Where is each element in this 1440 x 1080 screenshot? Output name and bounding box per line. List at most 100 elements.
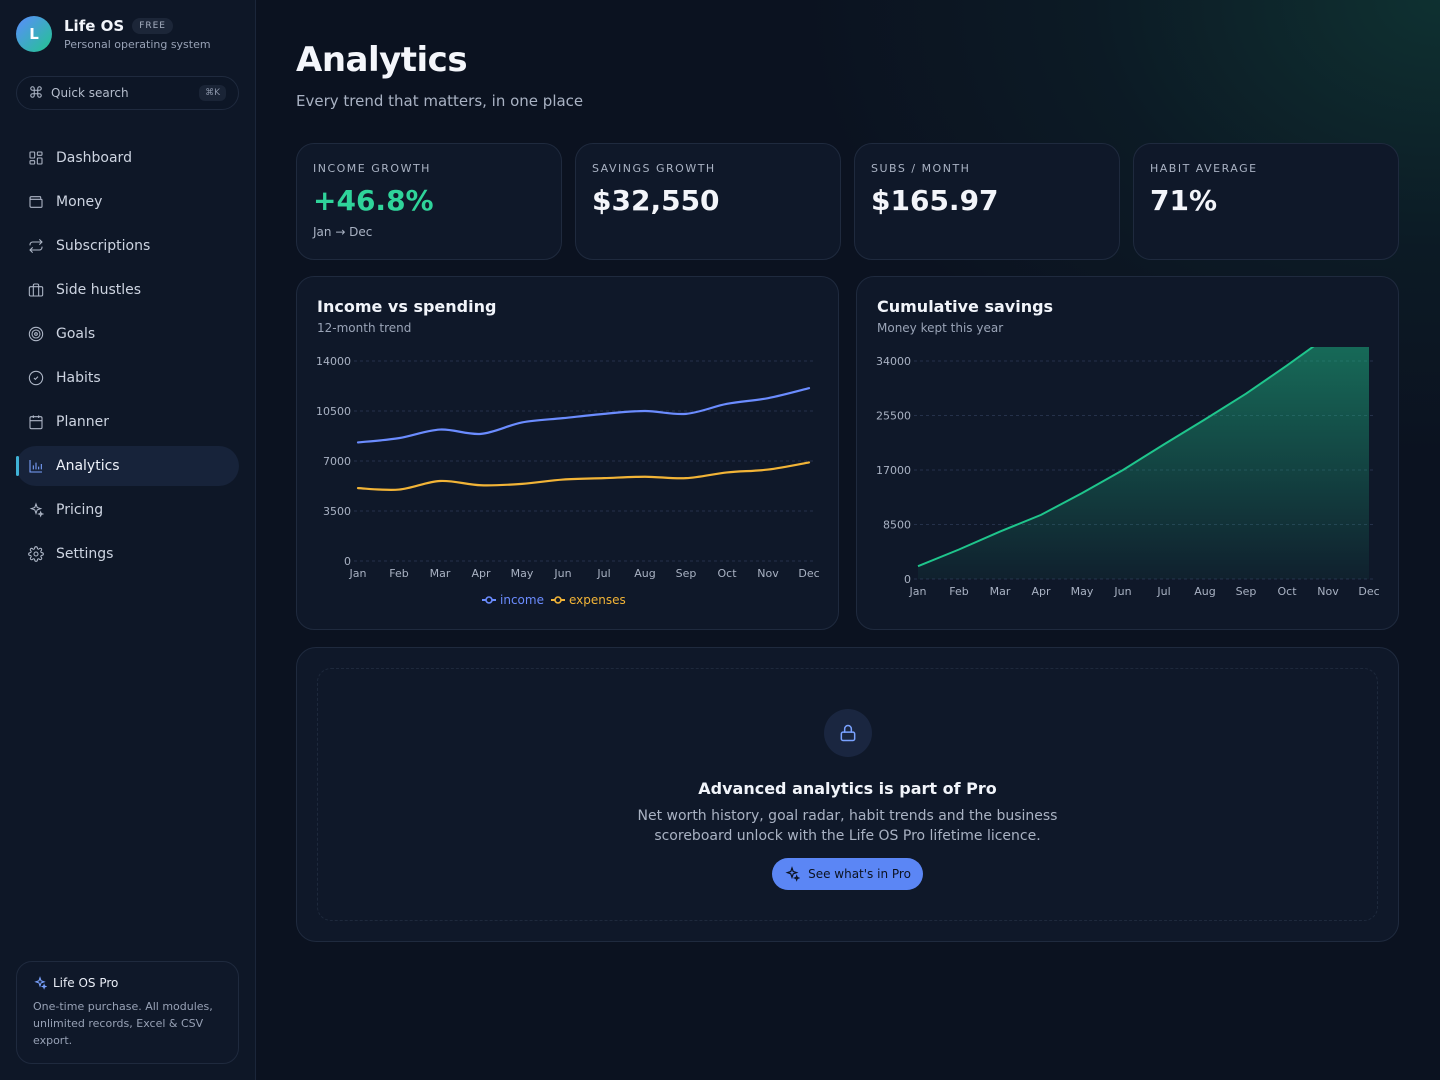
gear-icon <box>28 546 44 562</box>
x-tick-label: Jun <box>553 567 571 580</box>
sidebar-item-label: Subscriptions <box>56 238 151 254</box>
series-line-expenses <box>356 461 811 491</box>
sparkles-icon <box>34 976 47 990</box>
pro-locked-section: Advanced analytics is part of Pro Net wo… <box>296 647 1399 942</box>
x-tick-label: Oct <box>1277 585 1297 598</box>
x-tick-label: Feb <box>389 567 408 580</box>
sparkles-icon <box>29 502 44 518</box>
dashboard-icon <box>29 151 43 165</box>
brand-name: Life OS <box>64 17 125 35</box>
chart-legend: income expenses <box>482 593 626 607</box>
sidebar-item-habits[interactable]: Habits <box>16 358 239 398</box>
target-icon <box>28 326 44 342</box>
income-vs-spending-chart: 0 3500 7000 10500 14000 Jan Feb Mar Apr May Jun Jul… <box>316 355 820 607</box>
brand-row: Life OS FREE <box>64 17 211 35</box>
stat-label: SUBS / MONTH <box>871 162 971 175</box>
y-tick-label: 25500 <box>876 410 911 423</box>
income-vs-spending-card: Income vs spending 12-month trend 0 3500 7… <box>296 276 839 630</box>
cumulative-savings-chart: 0 8500 17000 25500 34000 Jan Feb Mar Apr May Jun Ju… <box>876 347 1380 598</box>
see-whats-in-pro-button[interactable]: See what's in Pro <box>772 858 923 890</box>
quick-search[interactable]: Quick search ⌘K <box>16 76 239 110</box>
sidebar-item-planner[interactable]: Planner <box>16 402 239 442</box>
y-tick-label: 8500 <box>883 519 911 532</box>
series-line <box>917 347 1315 568</box>
brand: L Life OS FREE Personal operating system <box>16 16 239 52</box>
legend-swatch-dot <box>554 596 562 604</box>
pro-upsell-card[interactable]: Life OS Pro One-time purchase. All modul… <box>16 961 239 1064</box>
y-tick-label: 7000 <box>323 455 351 468</box>
sidebar-item-side-hustles[interactable]: Side hustles <box>16 270 239 310</box>
y-tick-label: 0 <box>344 555 351 568</box>
sidebar-item-label: Planner <box>56 414 110 430</box>
x-tick-label: Dec <box>1358 585 1379 598</box>
page-title: Analytics <box>296 40 468 80</box>
pro-button-label: See what's in Pro <box>808 867 911 881</box>
chart-subtitle: 12-month trend <box>317 321 412 335</box>
sidebar-item-money[interactable]: Money <box>16 182 239 222</box>
y-tick-label: 0 <box>904 573 911 586</box>
x-tick-label: Nov <box>1317 585 1339 598</box>
stat-note: Jan → Dec <box>313 225 373 239</box>
legend-label: income <box>500 593 544 607</box>
pro-card-title: Life OS Pro <box>53 976 119 990</box>
stat-card-subs-month: SUBS / MONTH $165.97 <box>854 143 1120 260</box>
x-tick-label: Jul <box>1156 585 1170 598</box>
pro-card-title-row: Life OS Pro <box>33 976 222 990</box>
brand-text: Life OS FREE Personal operating system <box>64 17 211 51</box>
stat-label: INCOME GROWTH <box>313 162 431 175</box>
sidebar-item-label: Money <box>56 194 103 210</box>
check-circle-icon <box>28 370 44 386</box>
sidebar-item-analytics[interactable]: Analytics <box>16 446 239 486</box>
x-tick-label: Jan <box>349 567 367 580</box>
x-tick-label: Dec <box>798 567 819 580</box>
sidebar-item-label: Goals <box>56 326 96 342</box>
main-content: Analytics Every trend that matters, in o… <box>256 0 1440 1080</box>
stat-card-savings-growth: SAVINGS GROWTH $32,550 <box>575 143 841 260</box>
pro-locked-inner: Advanced analytics is part of Pro Net wo… <box>317 668 1378 921</box>
x-tick-label: Jul <box>596 567 610 580</box>
plan-badge: FREE <box>132 18 173 34</box>
brand-logo[interactable]: L <box>16 16 52 52</box>
stat-label: SAVINGS GROWTH <box>592 162 716 175</box>
x-tick-label: Feb <box>949 585 968 598</box>
charts-row: Income vs spending 12-month trend 0 3500 7… <box>296 276 1400 630</box>
sidebar-item-dashboard[interactable]: Dashboard <box>16 138 239 178</box>
sidebar-item-subscriptions[interactable]: Subscriptions <box>16 226 239 266</box>
x-tick-label: Mar <box>430 567 451 580</box>
pro-card-description: One-time purchase. All modules, unlimite… <box>33 1000 213 1047</box>
search-shortcut: ⌘K <box>199 85 226 101</box>
stats-row: INCOME GROWTH +46.8% Jan → Dec SAVINGS G… <box>296 143 1400 260</box>
legend-item: expenses <box>551 593 626 607</box>
sidebar-item-settings[interactable]: Settings <box>16 534 239 574</box>
sidebar-item-label: Habits <box>56 370 101 386</box>
stat-value: $32,550 <box>592 184 720 217</box>
stat-card-income-growth: INCOME GROWTH +46.8% Jan → Dec <box>296 143 562 260</box>
stat-value: 71% <box>1150 184 1218 217</box>
sidebar-nav: Dashboard Money Subscriptions Side hustl… <box>16 138 239 574</box>
legend-label: expenses <box>569 593 626 607</box>
locked-title: Advanced analytics is part of Pro <box>698 779 997 798</box>
chart-subtitle: Money kept this year <box>877 321 1004 335</box>
locked-description: Net worth history, goal radar, habit tre… <box>637 808 1058 844</box>
stat-value: $165.97 <box>871 184 999 217</box>
x-tick-label: May <box>511 567 534 580</box>
lock-badge <box>823 709 872 757</box>
sidebar-item-pricing[interactable]: Pricing <box>16 490 239 530</box>
sparkles-icon <box>785 866 801 882</box>
x-tick-label: Jun <box>1113 585 1131 598</box>
x-tick-label: Aug <box>1194 585 1215 598</box>
repeat-icon <box>29 238 43 254</box>
sidebar-item-label: Pricing <box>56 502 104 518</box>
y-tick-label: 10500 <box>316 405 351 418</box>
y-tick-label: 17000 <box>876 464 911 477</box>
y-tick-label: 14000 <box>316 355 351 368</box>
sidebar: L Life OS FREE Personal operating system… <box>0 0 256 1080</box>
sidebar-item-goals[interactable]: Goals <box>16 314 239 354</box>
series-area <box>918 347 1369 579</box>
sidebar-item-label: Settings <box>56 546 114 562</box>
bar-chart-icon <box>29 460 42 473</box>
chart-title: Income vs spending <box>317 297 497 316</box>
x-tick-label: Aug <box>634 567 655 580</box>
cumulative-savings-card: Cumulative savings Money kept this year … <box>856 276 1399 630</box>
x-tick-label: Apr <box>1031 585 1051 598</box>
